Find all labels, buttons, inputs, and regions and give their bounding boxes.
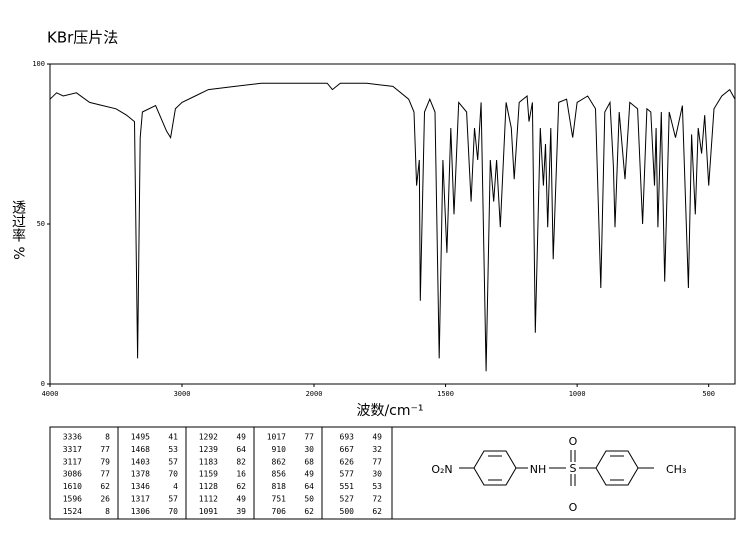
peak-transmittance: 57 [168, 457, 178, 466]
peak-wavenumber: 1378 [131, 470, 150, 479]
peak-wavenumber: 818 [272, 482, 287, 491]
peak-transmittance: 32 [372, 445, 382, 454]
x-tick-label: 2000 [306, 390, 323, 398]
x-tick-label: 1000 [569, 390, 586, 398]
peak-wavenumber: 693 [340, 433, 355, 442]
peak-wavenumber: 706 [272, 507, 287, 516]
y-tick-label: 0 [41, 380, 45, 388]
peak-wavenumber: 1468 [131, 445, 150, 454]
x-tick-label: 1500 [437, 390, 454, 398]
peak-wavenumber: 1091 [199, 507, 218, 516]
peak-wavenumber: 551 [340, 482, 355, 491]
peak-wavenumber: 626 [340, 457, 355, 466]
peak-transmittance: 77 [372, 457, 382, 466]
peak-transmittance: 53 [168, 445, 178, 454]
peak-wavenumber: 3317 [63, 445, 82, 454]
peak-wavenumber: 1610 [63, 482, 82, 491]
peak-wavenumber: 862 [272, 457, 287, 466]
peak-wavenumber: 1128 [199, 482, 218, 491]
peak-wavenumber: 1017 [267, 433, 286, 442]
peak-wavenumber: 527 [340, 495, 355, 504]
structure-bonds [459, 450, 654, 486]
peak-wavenumber: 1112 [199, 495, 218, 504]
structure-label: S [570, 462, 577, 475]
peak-transmittance: 70 [168, 507, 178, 516]
peak-transmittance: 39 [236, 507, 246, 516]
x-axis-label: 波数/cm⁻¹ [356, 403, 423, 419]
peak-transmittance: 62 [236, 482, 246, 491]
peak-transmittance: 64 [304, 482, 314, 491]
peak-wavenumber: 1306 [131, 507, 150, 516]
peak-wavenumber: 751 [272, 495, 287, 504]
y-tick-label: 50 [37, 220, 45, 228]
peak-transmittance: 62 [100, 482, 110, 491]
peak-transmittance: 30 [372, 470, 382, 479]
peak-wavenumber: 1524 [63, 507, 82, 516]
x-tick-label: 4000 [42, 390, 59, 398]
peak-transmittance: 77 [100, 445, 110, 454]
peak-transmittance: 41 [168, 433, 178, 442]
peak-transmittance: 57 [168, 495, 178, 504]
peak-transmittance: 79 [100, 457, 110, 466]
peak-wavenumber: 667 [340, 445, 355, 454]
peak-transmittance: 62 [372, 507, 382, 516]
table-dividers [117, 427, 393, 519]
peak-wavenumber: 1292 [199, 433, 218, 442]
peak-transmittance: 26 [100, 495, 110, 504]
plot-frame [49, 63, 736, 385]
peak-transmittance: 50 [304, 495, 314, 504]
y-axis-label: 透过率 % [10, 200, 26, 260]
peak-transmittance: 4 [173, 482, 178, 491]
peak-transmittance: 82 [236, 457, 246, 466]
x-tick-label: 3000 [174, 390, 191, 398]
spectrum-line [49, 82, 736, 372]
peak-transmittance: 8 [105, 433, 110, 442]
structure-label: CH₃ [666, 463, 686, 476]
peak-transmittance: 8 [105, 507, 110, 516]
chart-title: KBr压片法 [47, 29, 118, 47]
structure-label: O [569, 435, 578, 448]
peak-wavenumber: 3117 [63, 457, 82, 466]
peak-transmittance: 77 [304, 433, 314, 442]
peak-transmittance: 49 [236, 495, 246, 504]
peak-transmittance: 49 [372, 433, 382, 442]
peak-wavenumber: 1317 [131, 495, 150, 504]
peak-wavenumber: 856 [272, 470, 287, 479]
peak-transmittance: 30 [304, 445, 314, 454]
peak-wavenumber: 500 [340, 507, 355, 516]
peak-wavenumber: 1183 [199, 457, 218, 466]
peak-wavenumber: 3086 [63, 470, 82, 479]
structure-label: O [569, 501, 578, 514]
peak-wavenumber: 577 [340, 470, 355, 479]
peak-wavenumber: 1346 [131, 482, 150, 491]
x-tick-label: 500 [702, 390, 715, 398]
structure-label: O₂N [431, 463, 452, 476]
peak-transmittance: 72 [372, 495, 382, 504]
peak-transmittance: 77 [100, 470, 110, 479]
peak-wavenumber: 1239 [199, 445, 218, 454]
peak-transmittance: 53 [372, 482, 382, 491]
peak-transmittance: 49 [236, 433, 246, 442]
peak-wavenumber: 1596 [63, 495, 82, 504]
peak-wavenumber: 910 [272, 445, 287, 454]
peak-transmittance: 68 [304, 457, 314, 466]
peak-wavenumber: 1159 [199, 470, 218, 479]
peak-wavenumber: 1495 [131, 433, 150, 442]
peak-wavenumber: 1403 [131, 457, 150, 466]
structure-label: NH [530, 463, 547, 476]
peak-transmittance: 16 [236, 470, 246, 479]
peak-transmittance: 62 [304, 507, 314, 516]
peak-transmittance: 49 [304, 470, 314, 479]
peak-transmittance: 70 [168, 470, 178, 479]
y-tick-label: 100 [32, 60, 45, 68]
peak-transmittance: 64 [236, 445, 246, 454]
peak-wavenumber: 3336 [63, 433, 82, 442]
